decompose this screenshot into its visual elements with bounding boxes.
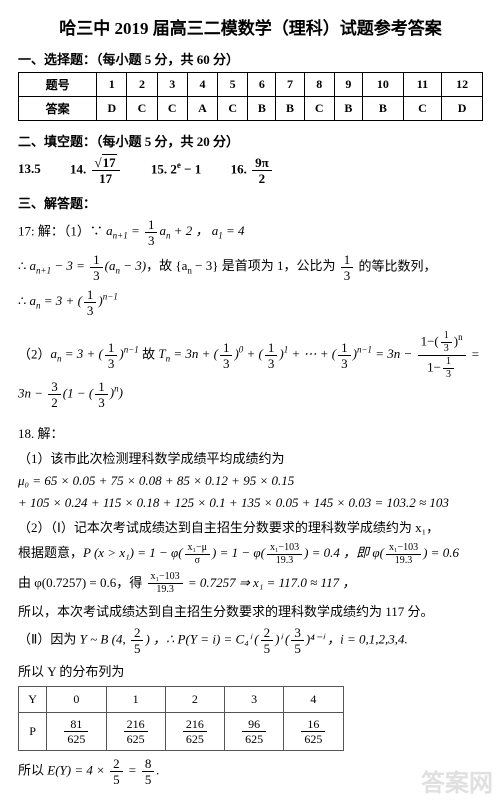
- cell: 4: [187, 73, 217, 97]
- table-row: 答案 D C C A C B B C B B C D: [19, 97, 483, 121]
- cell: B: [334, 97, 362, 121]
- cell: 2: [127, 73, 157, 97]
- fill-14: 14. √1717: [70, 156, 122, 185]
- q18-l9: 所以 Y 的分布列为: [18, 661, 483, 680]
- q18-l4: （2）（Ⅰ）记本次考试成绩达到自主招生分数要求的理科数学成绩约为 x₁，: [18, 517, 483, 536]
- cell: 8: [304, 73, 334, 97]
- cell: A: [187, 97, 217, 121]
- cell: 7: [276, 73, 304, 97]
- q18-l7: 所以，本次考试成绩达到自主招生分数要求的理科数学成绩约为 117 分。: [18, 601, 483, 620]
- cell: D: [97, 97, 127, 121]
- doc-title: 哈三中 2019 届高三二模数学（理科）试题参考答案: [18, 14, 483, 39]
- table-row: P 81625 216625 216625 96625 16625: [19, 713, 344, 751]
- cell: C: [157, 97, 187, 121]
- section2-head: 二、填空题：（每小题 5 分，共 20 分）: [18, 131, 483, 150]
- fill-16: 16. 9π2: [231, 156, 274, 185]
- cell: 4: [284, 687, 343, 713]
- q18-l6: 由 φ(0.7257) = 0.6，得 x₁−10319.3 = 0.7257 …: [18, 572, 483, 596]
- cell: 10: [363, 73, 404, 97]
- cell: 0: [47, 687, 106, 713]
- cell: 16625: [284, 713, 343, 751]
- q18-l8: （Ⅱ）因为 Y ~ B (4, 25) ，∴ P(Y = i) = C₄ⁱ (2…: [18, 626, 483, 655]
- cell: D: [442, 97, 483, 121]
- cell: 12: [442, 73, 483, 97]
- q18-head: 18. 解：: [18, 423, 483, 442]
- q17-part2: （2）an = 3 + (13)n−1 故 Tn = 3n + (13)0 + …: [18, 331, 483, 409]
- cell: 216625: [106, 713, 165, 751]
- cell: Y: [19, 687, 47, 713]
- table-row: Y 0 1 2 3 4: [19, 687, 344, 713]
- cell: 1: [97, 73, 127, 97]
- q17-line2: ∴ an+1 − 3 = 13(an − 3)，故 {an − 3} 是首项为 …: [18, 253, 483, 282]
- cell: 216625: [165, 713, 224, 751]
- cell: 96625: [224, 713, 283, 751]
- cell: 81625: [47, 713, 106, 751]
- cell: 1: [106, 687, 165, 713]
- fill-answers: 13.5 14. √1717 15. 2e − 1 16. 9π2: [18, 156, 483, 185]
- cell: B: [363, 97, 404, 121]
- cell: C: [403, 97, 442, 121]
- distribution-table: Y 0 1 2 3 4 P 81625 216625 216625 96625 …: [18, 686, 344, 751]
- cell: B: [276, 97, 304, 121]
- cell: 5: [218, 73, 248, 97]
- q17-line1: 17: 解：（1）∵ an+1 = 13an + 2 ， a1 = 4: [18, 218, 483, 247]
- cell: 11: [403, 73, 442, 97]
- cell: 3: [157, 73, 187, 97]
- section1-head: 一、选择题：（每小题 5 分，共 60 分）: [18, 49, 483, 68]
- q18-l5: 根据题意，P (x > x₁) = 1 − φ(x₁−μσ) = 1 − φ(x…: [18, 542, 483, 566]
- section3-head: 三、解答题：: [18, 193, 483, 212]
- table-row: 题号 1 2 3 4 5 6 7 8 9 10 11 12: [19, 73, 483, 97]
- cell: C: [304, 97, 334, 121]
- cell: B: [248, 97, 276, 121]
- cell: 9: [334, 73, 362, 97]
- q18-l2: μ₀ = 65 × 0.05 + 75 × 0.08 + 85 × 0.12 +…: [18, 473, 483, 489]
- cell: 6: [248, 73, 276, 97]
- q18-l10: 所以 E(Y) = 4 × 25 = 85.: [18, 757, 483, 786]
- cell: C: [218, 97, 248, 121]
- row-label: 题号: [19, 73, 97, 97]
- answer-table: 题号 1 2 3 4 5 6 7 8 9 10 11 12 答案 D C C A…: [18, 72, 483, 121]
- fill-15: 15. 2e − 1: [151, 160, 201, 177]
- fill-13: 13.5: [18, 161, 41, 177]
- q18-l3: + 105 × 0.24 + 115 × 0.18 + 125 × 0.1 + …: [18, 495, 483, 511]
- row-label: 答案: [19, 97, 97, 121]
- q17-line3: ∴ an = 3 + (13)n−1: [18, 288, 483, 317]
- q18-l1: （1）该市此次检测理科数学成绩平均成绩约为: [18, 448, 483, 467]
- cell: 2: [165, 687, 224, 713]
- cell: P: [19, 713, 47, 751]
- cell: C: [127, 97, 157, 121]
- cell: 3: [224, 687, 283, 713]
